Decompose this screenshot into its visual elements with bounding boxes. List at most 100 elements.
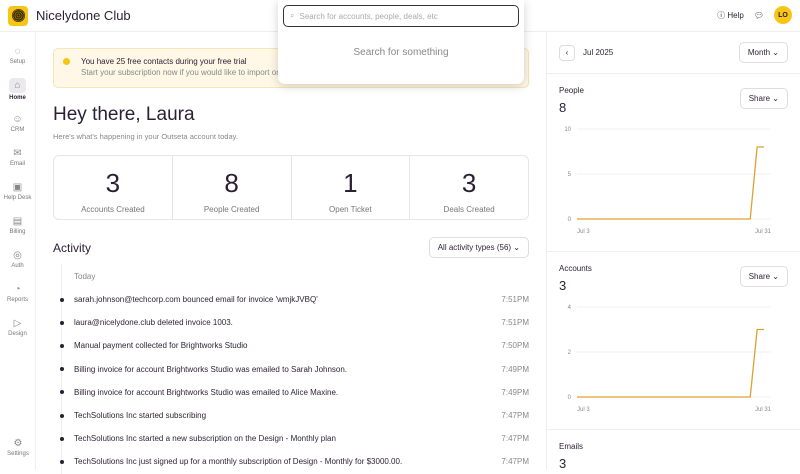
share-dropdown[interactable]: Share ⌄: [739, 88, 788, 109]
y-tick: 2: [568, 350, 572, 356]
sidebar-item-label: Auth: [11, 262, 24, 269]
sidebar-item-label: Design: [8, 330, 27, 337]
range-dropdown[interactable]: Month ⌄: [738, 42, 788, 63]
help-label: Help: [727, 10, 744, 20]
today-label: Today: [74, 272, 96, 281]
activity-time: 7:50PM: [501, 341, 529, 351]
activity-item[interactable]: laura@nicelydone.club deleted invoice 10…: [59, 311, 529, 334]
sidebar-item-label: Email: [9, 160, 25, 167]
email-icon: ✉: [13, 147, 22, 159]
stat-card[interactable]: 8 People Created: [173, 156, 292, 219]
emails-value: 3: [559, 456, 567, 471]
activity-text: Billing invoice for account Brightworks …: [74, 364, 348, 374]
warning-icon: [63, 58, 70, 65]
stat-label: Accounts Created: [81, 205, 145, 214]
sidebar-item-reports[interactable]: ◔ Reports: [0, 276, 35, 310]
page-subtitle: Here's what's happening in your Outseta …: [53, 132, 238, 141]
sidebar-item-label: Setup: [9, 58, 26, 65]
main-content: You have 25 free contacts during your fr…: [36, 32, 546, 474]
search-input[interactable]: ⌕ Search for accounts, people, deals, etc: [283, 5, 519, 27]
stat-value: 8: [224, 168, 239, 198]
chart-title: Accounts: [559, 264, 592, 273]
activity-item[interactable]: TechSolutions Inc just signed up for a m…: [59, 450, 529, 473]
design-icon: ▷: [13, 317, 22, 329]
stat-card[interactable]: 3 Accounts Created: [54, 156, 173, 219]
sidebar-item-design[interactable]: ▷ Design: [0, 310, 35, 344]
chart-title: People: [559, 86, 584, 95]
activity-text: TechSolutions Inc just signed up for a m…: [74, 457, 403, 467]
sidebar-item-billing[interactable]: ▤ Billing: [0, 208, 35, 242]
help-desk-icon: ▣: [12, 181, 23, 193]
emails-label: Emails: [559, 442, 584, 451]
share-dropdown[interactable]: Share ⌄: [739, 266, 788, 287]
activity-item[interactable]: TechSolutions Inc started subscribing 7:4…: [59, 404, 529, 427]
stat-value: 3: [461, 168, 477, 198]
stat-value: 1: [343, 168, 358, 198]
page-title: Hey there, Laura: [53, 104, 195, 125]
stat-value: 3: [105, 168, 121, 198]
activity-time: 7:49PM: [501, 364, 529, 374]
help-button[interactable]: ⓘ Help: [717, 10, 744, 20]
activity-item[interactable]: Billing invoice for account Brightworks …: [59, 358, 529, 381]
y-tick: 5: [568, 172, 572, 178]
sidebar-item-email[interactable]: ✉ Email: [0, 140, 35, 174]
activity-text: TechSolutions Inc started subscribing: [74, 411, 207, 421]
stat-card[interactable]: 1 Open Ticket: [292, 156, 411, 219]
share-label: Share: [748, 272, 771, 281]
sidebar-item-auth[interactable]: ◎ Auth: [0, 242, 35, 276]
logo: [8, 5, 28, 26]
series-line: [577, 146, 765, 220]
stat-label: Open Ticket: [329, 205, 372, 214]
stats-panel: 3 Accounts Created 8 People Created 1 Open Ti…: [53, 155, 529, 220]
sidebar-item-home[interactable]: ⌂ Home: [0, 72, 35, 106]
search-empty-message: Search for something: [353, 47, 449, 58]
reports-icon: ◔: [14, 283, 21, 295]
activity-item[interactable]: sarah.johnson@techcorp.com bounced email…: [59, 288, 529, 311]
setup-icon: ◌: [14, 45, 21, 57]
chart-accounts: Accounts 3 Share ⌄ 0 2 4 Jul 3 Jul 31: [547, 252, 800, 430]
stats-sidebar: ‹ Jul 2025 Month ⌄ People 8 Share ⌄ 0 5 10 Jul …: [546, 32, 800, 471]
activity-feed: Today sarah.johnson@techcorp.com bounced …: [59, 264, 529, 474]
line-chart: 0 5 10 Jul 3 Jul 31: [564, 127, 772, 235]
activity-item[interactable]: Manual payment collected for Brightworks…: [59, 334, 529, 357]
sidebar: ◌ Setup ⌂ Home ☺ CRM ✉ Email ▣ Help Desk ▤ Billing ◎…: [0, 32, 36, 470]
sidebar-item-label: Home: [9, 94, 26, 101]
sidebar-item-label: Reports: [6, 296, 28, 303]
sidebar-item-help-desk[interactable]: ▣ Help Desk: [0, 174, 35, 208]
activity-text: TechSolutions Inc started a new subscrip…: [74, 434, 336, 444]
sidebar-item-label: Settings: [7, 450, 29, 457]
share-label: Share: [748, 94, 771, 103]
search-icon: ⌕: [290, 11, 295, 20]
period-label: Jul 2025: [583, 48, 614, 57]
sidebar-item-settings[interactable]: ⚙ Settings: [0, 430, 36, 464]
activity-time: 7:49PM: [501, 387, 529, 397]
y-tick: 10: [564, 127, 571, 133]
chat-icon[interactable]: 💬︎: [753, 10, 764, 20]
activity-time: 7:47PM: [501, 457, 529, 467]
activity-time: 7:51PM: [501, 295, 529, 305]
stat-card[interactable]: 3 Deals Created: [410, 156, 528, 219]
chart-total: 3: [559, 278, 567, 293]
activity-title: Activity: [53, 240, 92, 255]
activity-text: laura@nicelydone.club deleted invoice 10…: [74, 318, 233, 328]
search-placeholder: Search for accounts, people, deals, etc: [299, 11, 438, 21]
prev-month-button[interactable]: ‹: [559, 44, 575, 61]
sidebar-item-label: CRM: [10, 126, 25, 133]
y-tick: 0: [568, 395, 572, 401]
activity-time: 7:51PM: [501, 318, 529, 328]
range-label: Month: [747, 48, 771, 57]
banner-text: Start your subscription now if you would…: [81, 68, 286, 77]
avatar[interactable]: LO: [774, 6, 792, 24]
activity-time: 7:47PM: [501, 411, 529, 421]
activity-filter-dropdown[interactable]: All activity types (56) ⌄: [428, 237, 529, 258]
sidebar-item-setup[interactable]: ◌ Setup: [0, 38, 35, 72]
x-tick: Jul 31: [755, 229, 772, 235]
sidebar-item-crm[interactable]: ☺ CRM: [0, 106, 35, 140]
activity-item[interactable]: TechSolutions Inc started a new subscrip…: [59, 427, 529, 450]
chart-total: 8: [559, 100, 567, 115]
chart-people: People 8 Share ⌄ 0 5 10 Jul 3 Jul 31: [547, 74, 800, 252]
banner-title: You have 25 free contacts during your fr…: [81, 57, 247, 66]
search-popover: ⌕ Search for accounts, people, deals, etc…: [278, 0, 524, 84]
y-tick: 4: [568, 305, 572, 311]
activity-item[interactable]: Billing invoice for account Brightworks …: [59, 381, 529, 404]
